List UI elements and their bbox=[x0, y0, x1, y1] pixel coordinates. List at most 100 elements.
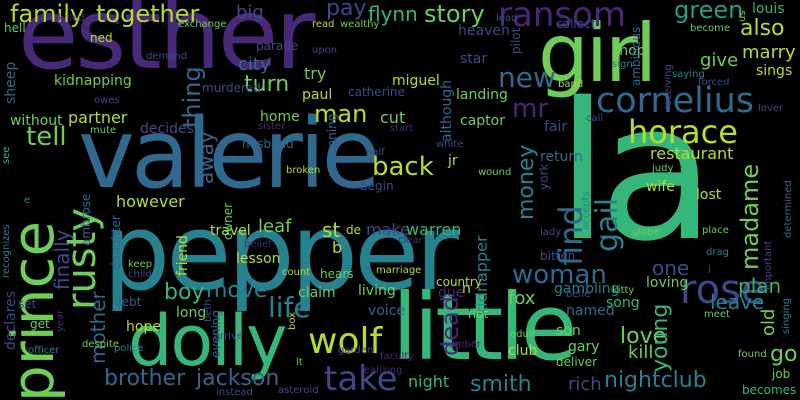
word-rose: rose bbox=[680, 267, 766, 313]
word-valerie: valerie bbox=[78, 98, 381, 210]
word-ned: ned bbox=[90, 31, 113, 45]
word-sings: sings bbox=[756, 63, 793, 79]
word-one: one bbox=[652, 256, 690, 280]
word-landing: landing bbox=[456, 87, 508, 103]
word-catherine: catherine bbox=[348, 85, 405, 99]
word-woman: woman bbox=[512, 260, 607, 290]
word-lesson: lesson bbox=[236, 251, 281, 267]
word-jackson: jackson bbox=[196, 366, 280, 391]
word-upon: upon bbox=[312, 45, 338, 56]
word-although: although bbox=[439, 79, 455, 142]
word-clear: clear bbox=[398, 235, 423, 246]
word-kidnapping: kidnapping bbox=[54, 73, 132, 89]
word-recognizes: recognizes bbox=[1, 224, 12, 278]
word-read: read bbox=[312, 19, 335, 30]
word-also: also bbox=[740, 16, 785, 41]
word-leaf: leaf bbox=[258, 216, 292, 237]
word-jr: jr bbox=[448, 153, 458, 169]
word-little: little bbox=[392, 274, 577, 381]
word-n: n bbox=[462, 281, 471, 297]
word-officer: officer bbox=[28, 345, 60, 356]
word-star: star bbox=[460, 51, 488, 67]
word-new: new bbox=[498, 61, 556, 94]
word-beth: beth bbox=[203, 299, 214, 322]
word-voice: voice bbox=[368, 303, 406, 319]
word-decides: decides bbox=[140, 121, 194, 137]
word-begin: begin bbox=[360, 179, 394, 193]
word-lost: lost bbox=[696, 187, 722, 203]
word-declares: declares bbox=[3, 290, 19, 350]
word-make: make bbox=[366, 220, 410, 239]
word-hell: hell bbox=[4, 21, 26, 35]
word-year: year bbox=[55, 309, 66, 332]
word-wife: wife bbox=[646, 179, 675, 195]
word-adult: adult bbox=[510, 329, 536, 340]
word-horace: horace bbox=[628, 113, 738, 151]
word-marriage: marriage bbox=[376, 265, 422, 276]
word-together: together bbox=[96, 0, 200, 28]
word-york: york bbox=[537, 163, 551, 190]
word-hope: hope bbox=[126, 319, 161, 335]
word-instead: instead bbox=[216, 387, 253, 398]
word-move: move bbox=[206, 278, 268, 303]
word-drag: drag bbox=[706, 247, 729, 258]
word-without: without bbox=[10, 113, 63, 129]
word-give: give bbox=[700, 50, 739, 71]
word-de: de bbox=[346, 223, 361, 237]
word-take: take bbox=[324, 359, 398, 399]
word-mr: mr bbox=[512, 94, 549, 124]
word-brother: brother bbox=[104, 366, 186, 391]
word-go: go bbox=[770, 342, 798, 367]
word-miguel: miguel bbox=[392, 73, 440, 89]
word-pepper: pepper bbox=[103, 191, 459, 314]
word-job: job bbox=[772, 367, 791, 381]
word-marry: marry bbox=[742, 42, 796, 63]
word-pay: pay bbox=[326, 0, 367, 21]
word-belle: belle bbox=[566, 289, 591, 300]
word-rich: rich bbox=[568, 374, 602, 395]
word-restaurant: restaurant bbox=[650, 144, 734, 163]
word-pilot: pilot bbox=[509, 27, 523, 54]
word-love: love bbox=[620, 324, 667, 349]
word-wound: wound bbox=[478, 167, 512, 178]
word-number: number bbox=[442, 339, 482, 350]
word-leave: leave bbox=[710, 290, 765, 314]
word-us: us bbox=[737, 10, 748, 22]
word-see: see bbox=[1, 146, 12, 164]
word-cut: cut bbox=[380, 108, 406, 127]
word-parade: parade bbox=[256, 39, 299, 53]
word-lt: lt bbox=[296, 357, 303, 368]
word-gary: gary bbox=[568, 339, 600, 355]
word-turn: turn bbox=[244, 72, 290, 97]
word-b: b bbox=[332, 238, 343, 257]
word-asteroid: asteroid bbox=[278, 385, 319, 396]
word-girl: girl bbox=[538, 7, 657, 100]
word-ambitious: ambitious bbox=[629, 26, 643, 86]
word-paul: paul bbox=[302, 87, 333, 103]
word-ransom: ransom bbox=[498, 0, 626, 35]
word-demand: demand bbox=[146, 51, 188, 62]
word-despite: despite bbox=[82, 339, 119, 350]
word-receiving: receiving bbox=[663, 64, 674, 110]
word-life: life bbox=[268, 291, 311, 324]
word-debt: debt bbox=[114, 295, 142, 309]
word-big: big bbox=[236, 2, 264, 23]
word-esther: esther bbox=[18, 0, 315, 92]
word-kitty: kitty bbox=[612, 285, 635, 296]
word-song: song bbox=[606, 295, 640, 311]
word-bitten: bitten bbox=[540, 249, 576, 263]
word-away: away bbox=[194, 131, 218, 184]
word-thing: thing bbox=[178, 66, 206, 128]
word-husband: husband bbox=[242, 137, 294, 151]
word-living: living bbox=[358, 283, 396, 299]
word-son: son bbox=[556, 323, 581, 339]
word-heaven: heaven bbox=[458, 23, 510, 39]
word-determined: determined bbox=[783, 180, 794, 238]
word-gail: gail bbox=[590, 197, 625, 252]
word-lady: lady bbox=[540, 227, 562, 238]
word-deliver: deliver bbox=[556, 355, 598, 369]
word-old: old bbox=[758, 308, 779, 336]
word-madame: madame bbox=[736, 163, 764, 270]
word-collect: collect bbox=[556, 17, 596, 31]
